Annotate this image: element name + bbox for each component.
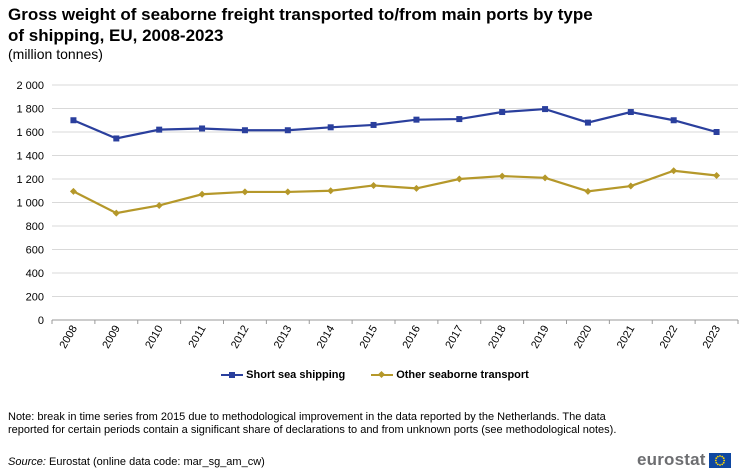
eurostat-logo: eurostat xyxy=(637,450,731,470)
source-text: Eurostat (online data code: mar_sg_am_cw… xyxy=(48,456,265,468)
data-point xyxy=(370,121,377,128)
data-point xyxy=(284,188,292,196)
x-tick-label: 2018 xyxy=(486,324,509,351)
series-line-other-seaborne xyxy=(72,169,717,215)
chart-notes: Note: break in time series from 2015 due… xyxy=(8,411,617,436)
x-tick-label: 2019 xyxy=(529,324,552,351)
x-tick-label: 2011 xyxy=(186,324,208,350)
y-tick-label: 2 000 xyxy=(16,80,44,92)
data-point xyxy=(113,135,120,142)
y-tick-label: 400 xyxy=(26,268,44,280)
data-point xyxy=(499,109,506,116)
y-tick-label: 200 xyxy=(26,292,44,304)
data-point xyxy=(241,127,248,134)
x-tick-label: 2014 xyxy=(315,324,338,351)
x-tick-label: 2023 xyxy=(701,324,724,351)
x-tick-label: 2022 xyxy=(658,324,681,351)
data-point xyxy=(542,106,549,113)
data-point xyxy=(456,116,463,123)
data-point xyxy=(412,184,420,192)
data-point xyxy=(455,175,463,183)
data-point xyxy=(199,125,206,132)
data-point xyxy=(413,116,420,123)
source-label: Source: xyxy=(8,456,46,468)
data-point xyxy=(156,126,163,133)
y-tick-label: 1 200 xyxy=(16,174,44,186)
data-point xyxy=(498,172,506,180)
x-tick-label: 2010 xyxy=(143,324,166,351)
y-tick-label: 1 400 xyxy=(16,151,44,163)
series-line-short-sea xyxy=(73,107,717,140)
data-point xyxy=(198,190,206,198)
x-tick-label: 2020 xyxy=(572,324,595,351)
y-tick-label: 1 000 xyxy=(16,198,44,210)
data-point xyxy=(627,182,635,190)
data-point xyxy=(70,117,77,124)
data-point xyxy=(112,209,120,217)
data-point xyxy=(713,171,721,179)
data-point xyxy=(370,181,378,189)
eu-flag-icon xyxy=(708,452,731,468)
data-point xyxy=(670,117,677,124)
y-tick-label: 600 xyxy=(26,245,44,257)
line-chart: 0 200 400 600 800 1 000 1 200 1 400 1 600 1 800 2 … xyxy=(16,80,739,351)
legend-swatch-other-seaborne-icon xyxy=(371,370,394,380)
legend-label-other-seaborne: Other seaborne transport xyxy=(396,369,529,381)
data-point xyxy=(541,174,549,182)
series-group xyxy=(69,106,721,217)
gridlines xyxy=(52,84,738,321)
x-tick-label: 2017 xyxy=(443,324,466,351)
x-tick-label: 2009 xyxy=(100,324,123,351)
x-tick-label: 2012 xyxy=(229,324,252,351)
y-axis-ticks: 0 200 400 600 800 1 000 1 200 1 400 1 600 1 800 2 … xyxy=(16,80,44,327)
y-tick-label: 0 xyxy=(38,315,44,327)
data-point xyxy=(241,188,249,196)
legend-item-other-seaborne: Other seaborne transport xyxy=(371,369,529,381)
data-point xyxy=(327,124,334,131)
data-point xyxy=(69,187,77,195)
logo-text: eurostat xyxy=(637,450,706,469)
data-point xyxy=(713,129,720,135)
chart-title: Gross weight of seaborne freight transpo… xyxy=(8,5,593,45)
y-tick-label: 1 800 xyxy=(16,104,44,116)
legend-label-short-sea: Short sea shipping xyxy=(246,369,346,381)
x-tick-label: 2015 xyxy=(358,324,381,351)
data-point xyxy=(155,201,163,209)
y-tick-label: 1 600 xyxy=(16,127,44,139)
x-axis-ticks: 2008 2009 2010 2011 2012 2013 2014 2015 2016 2017… xyxy=(51,320,739,351)
x-tick-label: 2008 xyxy=(57,324,80,351)
data-point xyxy=(284,127,291,134)
chart-subtitle: (million tonnes) xyxy=(8,46,103,62)
legend-swatch-short-sea-icon xyxy=(221,370,244,380)
data-point xyxy=(627,109,634,116)
x-tick-label: 2013 xyxy=(272,324,295,351)
y-tick-label: 800 xyxy=(26,221,44,233)
data-point xyxy=(670,167,678,175)
legend-item-short-sea: Short sea shipping xyxy=(221,369,345,381)
x-tick-label: 2016 xyxy=(400,324,423,351)
data-point xyxy=(327,187,335,195)
data-point xyxy=(584,187,592,195)
legend: Short sea shipping Other seaborne transp… xyxy=(0,369,750,381)
chart-source: Source: Eurostat (online data code: mar_… xyxy=(8,456,265,468)
x-tick-label: 2021 xyxy=(615,324,638,351)
data-point xyxy=(584,119,591,126)
